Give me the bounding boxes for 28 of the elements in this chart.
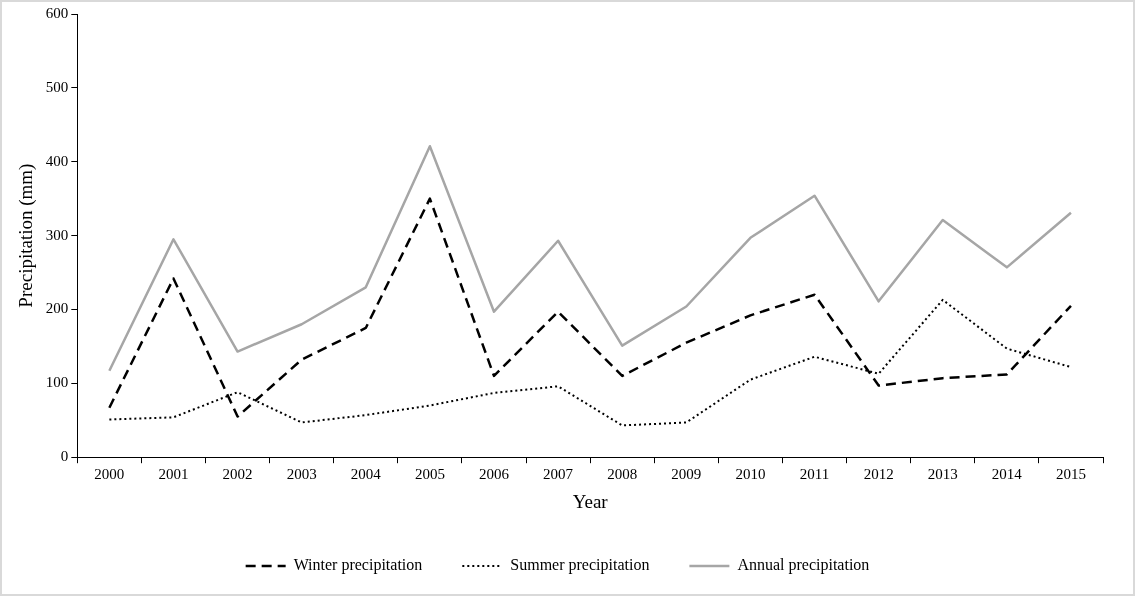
x-tick-label: 2010 [735,466,766,483]
x-tick-label: 2005 [414,466,445,483]
x-tick-label: 2001 [158,466,189,483]
x-tick-label: 2002 [222,466,253,483]
x-tick-label: 2006 [478,466,510,483]
x-tick-label: 2000 [94,466,125,483]
x-tick-label: 2003 [286,466,317,483]
y-tick-label: 100 [45,374,69,391]
x-tick-label: 2012 [863,466,894,483]
y-tick-label: 300 [45,226,69,243]
y-tick-label: 500 [45,78,69,95]
y-tick-label: 200 [45,300,69,317]
legend-label: Summer precipitation [510,556,650,575]
x-tick-label: 2015 [1055,466,1086,483]
legend-label: Annual precipitation [737,556,870,575]
x-tick-label: 2013 [927,466,958,483]
y-tick-label: 400 [45,152,69,169]
y-tick-label: 0 [60,448,69,465]
x-tick-label: 2014 [991,466,1023,483]
x-tick-label: 2004 [350,466,382,483]
y-tick-label: 600 [45,4,69,21]
x-tick-label: 2011 [799,466,830,483]
x-tick-label: 2007 [543,466,574,483]
x-tick-label: 2008 [607,466,638,483]
x-axis-title: Year [572,490,609,512]
legend-label: Winter precipitation [293,556,423,575]
x-tick-label: 2009 [671,466,702,483]
y-axis-title: Precipitation (mm) [15,163,38,308]
